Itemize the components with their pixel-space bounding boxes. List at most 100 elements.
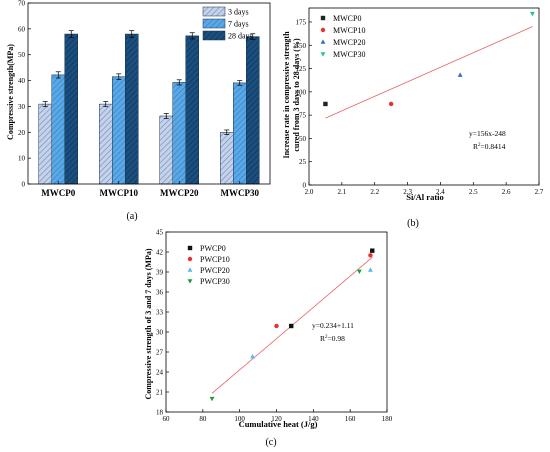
panel-c-r-squared-label: R: [320, 334, 325, 343]
panel-b-data-point: [323, 101, 328, 107]
panel-c-y-tick-label: 24: [156, 369, 164, 377]
panel-a-bar: [159, 115, 173, 185]
panel-b-data-point: [530, 11, 535, 17]
panel-b-data-point: [457, 72, 463, 77]
panel-c-data-point: [368, 267, 373, 272]
panel-a-bar: [38, 103, 52, 185]
panel-c-x-tick-label: 80: [199, 415, 207, 423]
panel-c-data-point: [370, 248, 375, 253]
panel-b-fit-equation: y=156x-248: [469, 129, 506, 138]
panel-c-x-tick-label: 100: [234, 415, 245, 423]
panel-c-y-tick-label: 33: [156, 309, 164, 317]
panel-b-legend-marker: [320, 52, 326, 57]
panel-c-y-axis-label: Compressive strength of 3 and 7 days (MP…: [144, 248, 153, 399]
panel-c-x-tick-label: 180: [382, 415, 393, 423]
panel-c-y-tick-label: 39: [156, 269, 164, 277]
panel-c-y-tick-label: 36: [156, 289, 164, 297]
panel-c-legend-label: PWCP20: [200, 266, 230, 275]
panel-b-legend-marker: [320, 27, 326, 33]
panel-b-x-tick-label: 2.6: [502, 188, 511, 196]
panel-b-x-tick-label: 2.1: [337, 188, 346, 196]
panel-b-data-point: [388, 101, 394, 107]
panel-c-data-point: [250, 354, 255, 359]
panel-b-y-tick-label: 175: [296, 18, 307, 26]
panel-b-legend-label: MWCP20: [333, 38, 365, 47]
panel-c-y-tick-label: 30: [156, 329, 164, 337]
panel-c-scatter-chart: 60 80 100 120 140 160 18018212427303336394245 …: [144, 229, 393, 430]
panel-c-legend-label: PWCP0: [200, 244, 226, 253]
panel-b-fit-line-segment: [325, 26, 533, 119]
panel-b-legend-label: MWCP10: [333, 26, 365, 35]
panel-c-r-squared: R2=0.98: [320, 334, 345, 343]
panel-a-y-axis-label: Compressive strength(MPa): [6, 44, 15, 140]
panel-c-legend-marker: [187, 245, 193, 251]
panel-b-y-tick-label: 0: [303, 182, 307, 190]
panel-b-legend-label: MWCP0: [333, 14, 361, 23]
panel-b-r-squared-exponent: 2: [478, 143, 481, 148]
panel-b-y-axis-label-line-2: cured from 3 days to 28 days (%): [292, 38, 301, 152]
panel-a-category-label: MWCP20: [160, 188, 199, 198]
panel-c-y-tick-label: 18: [156, 409, 164, 417]
panel-b-x-tick-label: 2.5: [469, 188, 478, 196]
panel-a-legend-swatch: [202, 18, 226, 29]
panel-c-legend: PWCP0 PWCP10 PWCP20 PWCP30: [187, 244, 230, 286]
panel-c-points: [209, 248, 375, 402]
panel-a-bar: [99, 103, 113, 185]
panel-a-legend-label: 7 days: [228, 20, 249, 29]
panel-b-x-tick-label: 2.4: [436, 188, 445, 196]
panel-b-x-tick-label: 2.7: [535, 188, 544, 196]
panel-c-x-axis-label: Cumulative heat (J/g): [239, 419, 318, 429]
panel-c-x-tick-label: 120: [271, 415, 282, 423]
panel-a-bars: [38, 30, 260, 185]
panel-b-points: [323, 11, 535, 107]
panel-c-x-tick-label: 60: [163, 415, 171, 423]
panel-c-legend-label: PWCP30: [200, 277, 230, 286]
panel-c-data-point: [209, 396, 215, 402]
panel-b-y-tick-label: 100: [296, 88, 307, 96]
panel-a-category-label: MWCP30: [221, 188, 260, 198]
panel-b-y-tick-label: 50: [299, 135, 307, 143]
panel-a-bar: [233, 82, 247, 185]
panel-c-y-tick-label: 27: [156, 349, 164, 357]
panel-a-y-tick-label: 0: [22, 181, 26, 189]
panel-b-r-squared: R2=0.8414: [473, 142, 506, 151]
panel-a-legend: 3 days 7 days 28 days: [202, 6, 253, 41]
panel-a-y-tick-label: 50: [18, 51, 26, 59]
panel-b-label: (b): [407, 218, 419, 229]
panel-c-legend-marker: [187, 267, 193, 272]
panel-c-fit-equation: y=0.234+1.11: [312, 321, 354, 330]
panel-b-fit-line: [325, 26, 533, 119]
panel-c-r-squared-value: =0.98: [328, 334, 346, 343]
panel-c-legend-label: PWCP10: [200, 255, 230, 264]
panel-c-data-point: [368, 253, 373, 258]
panel-a-bar: [172, 82, 186, 185]
panel-c-data-point: [274, 323, 279, 329]
panel-b-y-axis-label-line-1: Increase rate in compressive strength: [282, 31, 291, 159]
panel-a-bar: [112, 76, 126, 185]
panel-a-legend-label: 3 days: [228, 8, 249, 17]
panel-a-bar: [220, 132, 234, 185]
panel-c-data-point: [289, 323, 294, 329]
panel-a-y-tick-label: 10: [18, 155, 26, 163]
panel-b-legend: MWCP0 MWCP10 MWCP20 MWCP30: [320, 14, 365, 59]
panel-a-label: (a): [126, 211, 137, 222]
panel-c-r-squared-exponent: 2: [325, 335, 328, 340]
panel-a-plot-frame: [27, 2, 271, 185]
panel-b-x-tick-label: 2.0: [305, 188, 314, 196]
panel-c-y-tick-label: 45: [156, 229, 164, 237]
panel-b-r-squared-label: R: [473, 142, 478, 151]
panel-a-legend-label: 28 days: [228, 32, 253, 41]
panel-c-legend-marker: [187, 256, 193, 262]
panel-a-bar: [246, 36, 260, 185]
panel-b-x-tick-label: 2.2: [370, 188, 379, 196]
panel-b-y-tick-label: 125: [296, 65, 307, 73]
panel-c-x-tick-label: 140: [308, 415, 319, 423]
panel-a-category-label: MWCP0: [41, 188, 75, 198]
panel-b-axes: 2.0 2.1 2.2 2.3 2.4 2.5 2.6 2.7 0 25 50 75 100 125 150…: [296, 7, 544, 196]
panel-b-x-tick-label: 2.3: [403, 188, 412, 196]
panel-b-scatter-chart: 2.0 2.1 2.2 2.3 2.4 2.5 2.6 2.7 0 25 50 75 100 125 150…: [282, 7, 544, 202]
panel-b-y-tick-label: 75: [299, 112, 307, 120]
panel-b-legend-label: MWCP30: [333, 50, 365, 59]
panel-b-legend-marker: [320, 15, 326, 21]
